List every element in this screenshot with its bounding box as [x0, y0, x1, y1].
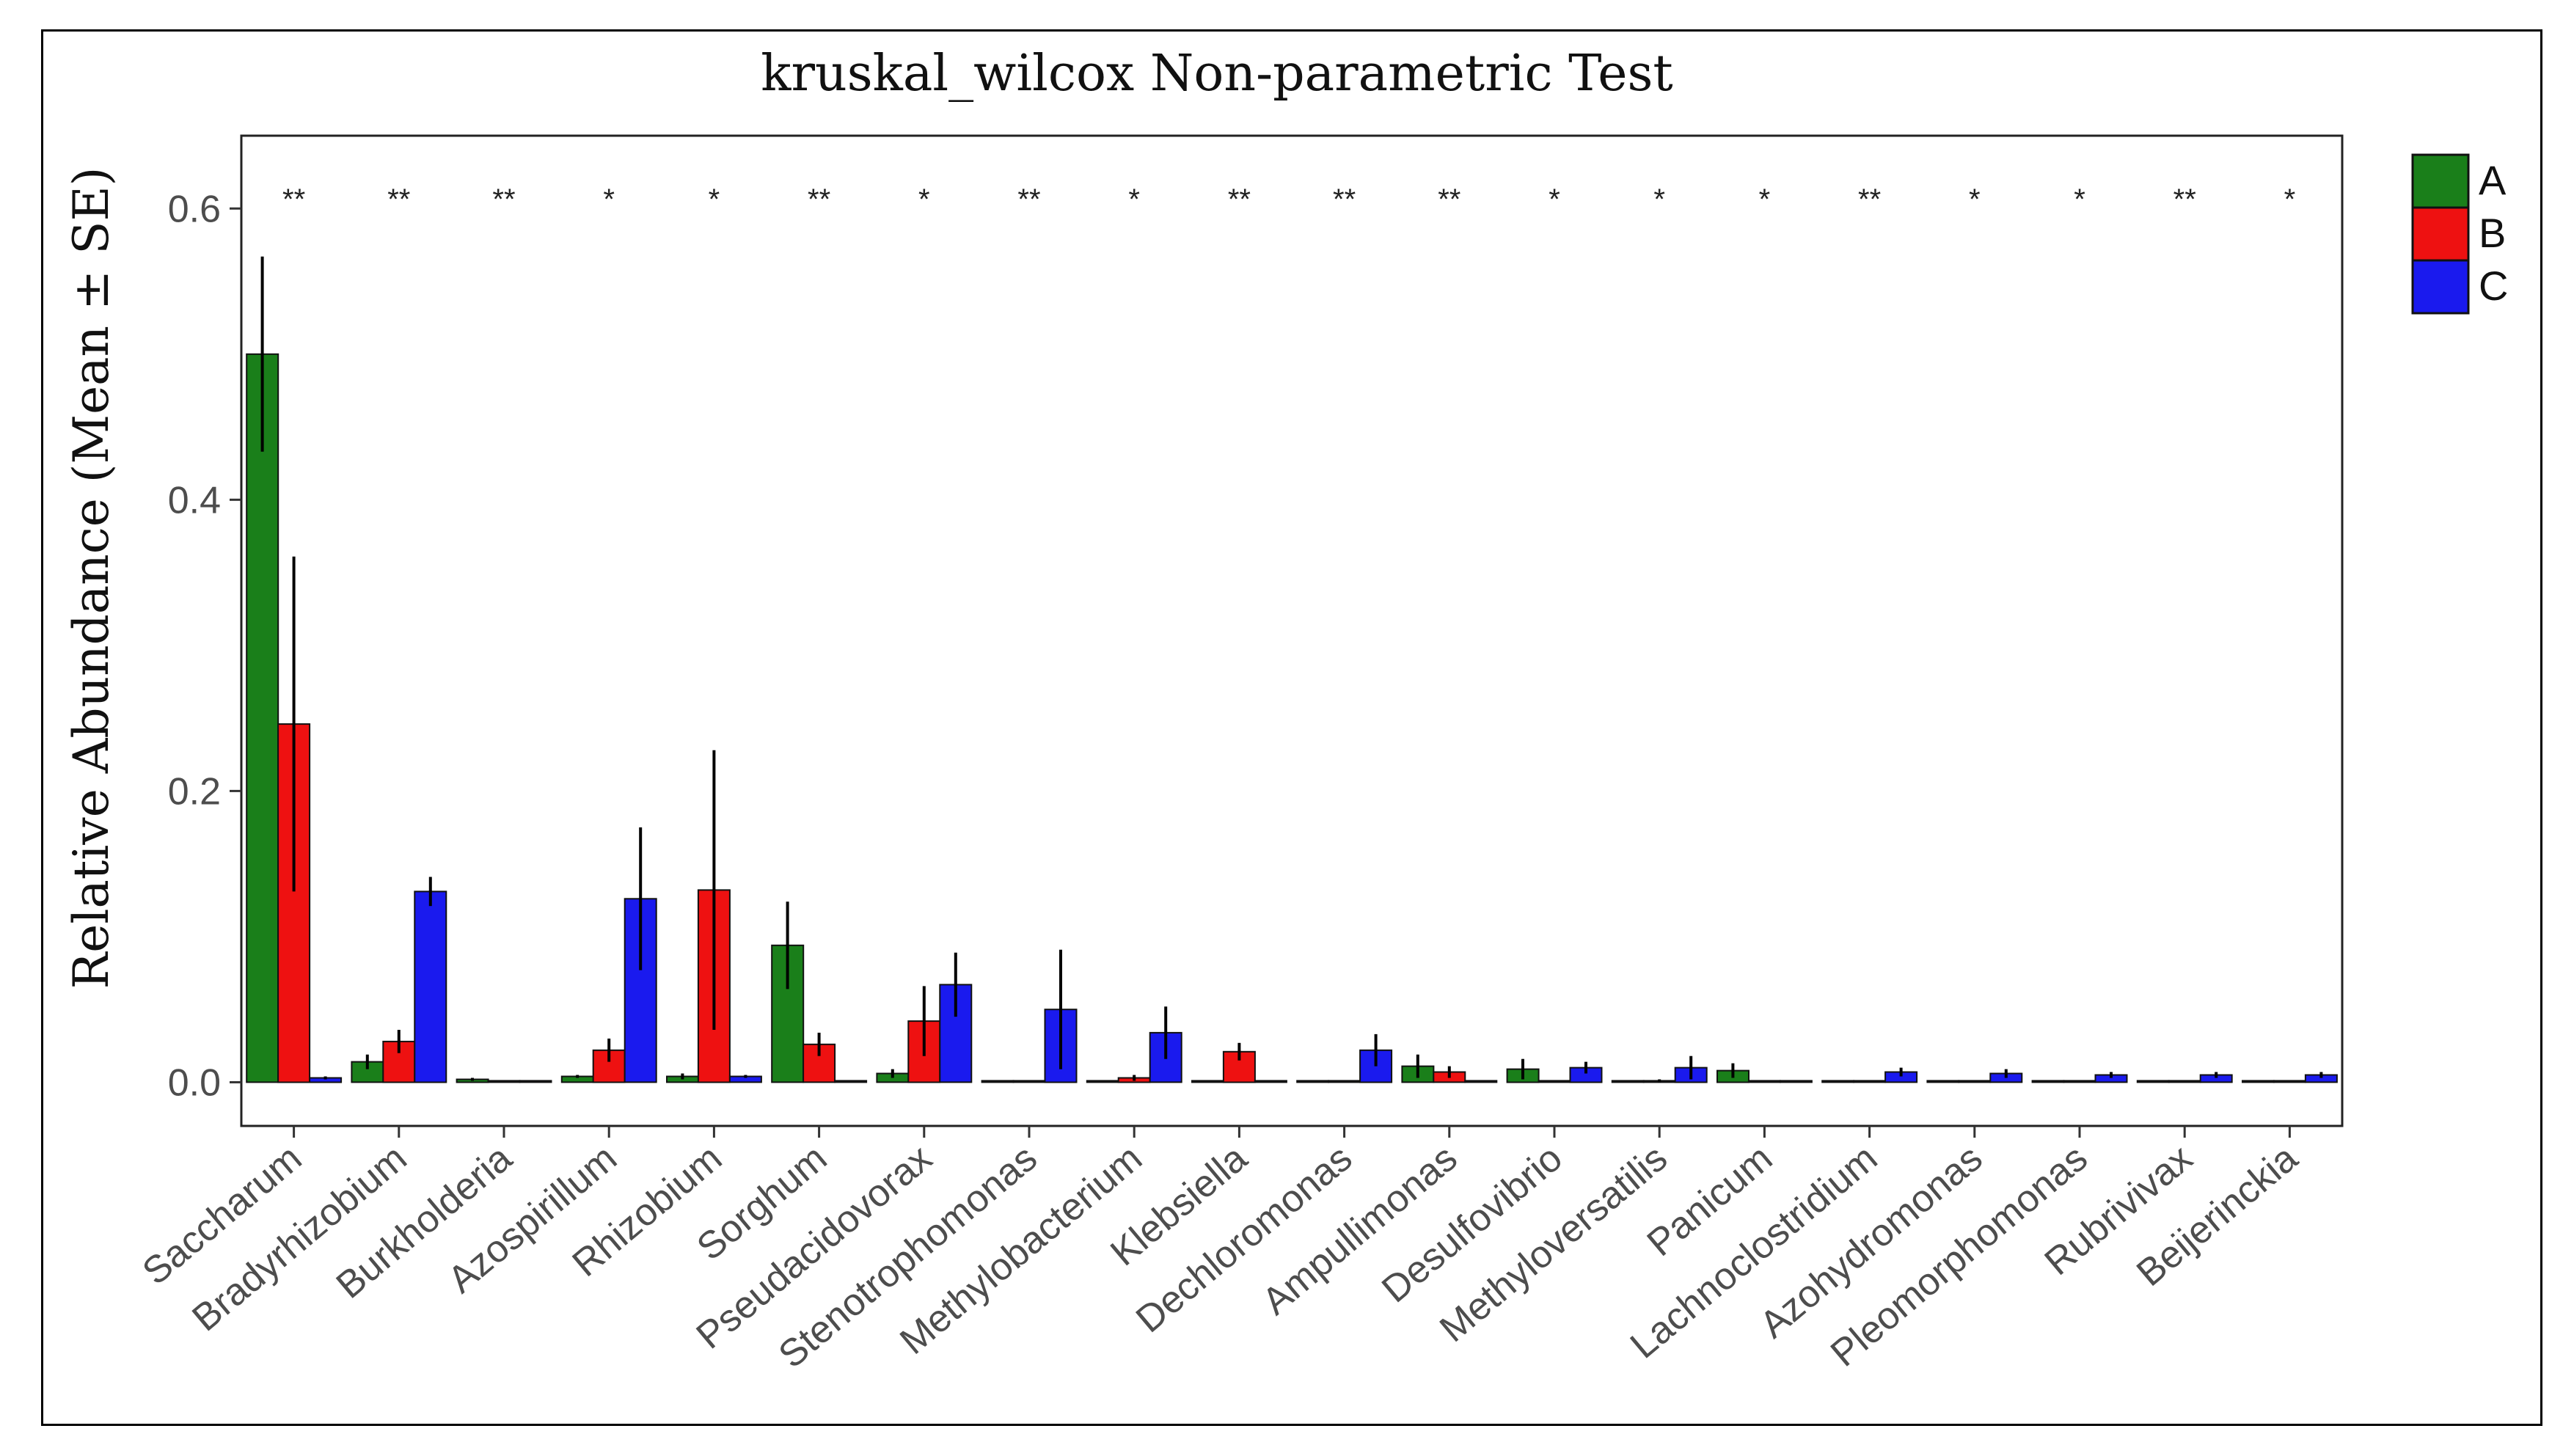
significance-marker: ** — [2173, 183, 2196, 216]
bar-A-beijerinckia — [2242, 1080, 2275, 1083]
significance-marker: * — [1969, 183, 1981, 216]
bar-A-methyloversatilis — [1611, 1080, 1645, 1083]
chart-title: kruskal_wilcox Non-parametric Test — [761, 45, 1672, 103]
bar-B-pleomorphomonas — [2063, 1080, 2096, 1083]
significance-marker: ** — [387, 183, 410, 216]
bar-B-beijerinckia — [2273, 1080, 2306, 1083]
significance-marker: * — [918, 183, 930, 216]
bar-C-burkholderia — [519, 1080, 552, 1083]
bar-C-klebsiella — [1254, 1080, 1287, 1083]
bar-A-klebsiella — [1191, 1080, 1224, 1083]
bar-A-lachnoclostridium — [1821, 1080, 1855, 1083]
legend-label-c: C — [2479, 263, 2508, 309]
legend-swatch-b — [2411, 206, 2470, 262]
bar-A-pleomorphomonas — [2031, 1080, 2065, 1083]
significance-marker: ** — [282, 183, 305, 216]
significance-marker: ** — [1858, 183, 1881, 216]
x-axis: SaccharumBradyrhizobiumBurkholderiaAzosp… — [135, 1126, 2306, 1377]
significance-marker: * — [1128, 183, 1140, 216]
bar-B-burkholderia — [487, 1080, 521, 1083]
y-axis-label: Relative Abundance (Mean ± SE) — [63, 167, 120, 989]
significance-marker: * — [1759, 183, 1771, 216]
significance-markers: ** ** ** * * ** * ** * ** ** ** * * * ** * * ** * — [282, 183, 2295, 216]
y-tick-label: 0.0 — [168, 1061, 221, 1104]
significance-marker: * — [709, 183, 720, 216]
y-tick-label: 0.6 — [168, 188, 221, 230]
bar-C-ampullimonas — [1464, 1080, 1498, 1083]
y-axis: 0.0 0.2 0.4 0.6 — [168, 188, 241, 1104]
legend-label-b: B — [2479, 210, 2506, 256]
bar-A-rubrivivax — [2136, 1080, 2170, 1083]
y-tick-label: 0.4 — [168, 479, 221, 522]
bar-B-panicum — [1747, 1080, 1781, 1083]
bar-A-dechloromonas — [1296, 1080, 1330, 1083]
significance-marker: * — [1653, 183, 1665, 216]
significance-marker: ** — [1438, 183, 1460, 216]
y-tick-label: 0.2 — [168, 770, 221, 813]
figure-frame: kruskal_wilcox Non-parametric Test Relat… — [41, 29, 2542, 1426]
significance-marker: ** — [1228, 183, 1251, 216]
bar-A-saccharum — [246, 353, 279, 1083]
significance-marker: ** — [492, 183, 515, 216]
bar-B-rubrivivax — [2168, 1080, 2201, 1083]
plot-panel — [240, 134, 2344, 1127]
bars — [246, 256, 2338, 1083]
chart-svg: kruskal_wilcox Non-parametric Test Relat… — [63, 45, 2508, 1377]
bar-C-sorghum — [834, 1080, 868, 1083]
bar-C-panicum — [1779, 1080, 1813, 1083]
significance-marker: ** — [1333, 183, 1356, 216]
significance-marker: ** — [808, 183, 830, 216]
bar-B-stenotrophomonas — [1012, 1080, 1046, 1083]
significance-marker: * — [1549, 183, 1560, 216]
bar-B-azohydromonas — [1958, 1080, 1992, 1083]
bar-B-lachnoclostridium — [1853, 1080, 1887, 1083]
significance-marker: ** — [1017, 183, 1040, 216]
bar-C-bradyrhizobium — [414, 890, 447, 1083]
bar-A-stenotrophomonas — [981, 1080, 1014, 1083]
bar-B-sorghum — [802, 1043, 836, 1083]
significance-marker: * — [2284, 183, 2296, 216]
bar-A-azohydromonas — [1926, 1080, 1960, 1083]
bar-A-methylobacterium — [1086, 1080, 1119, 1083]
legend: ABC — [2411, 153, 2508, 315]
significance-marker: * — [2074, 183, 2085, 216]
legend-swatch-a — [2411, 153, 2470, 209]
bar-B-dechloromonas — [1328, 1080, 1361, 1083]
bar-B-desulfovibrio — [1538, 1080, 1571, 1083]
legend-label-a: A — [2479, 157, 2507, 203]
significance-marker: * — [603, 183, 615, 216]
legend-swatch-c — [2411, 259, 2470, 315]
